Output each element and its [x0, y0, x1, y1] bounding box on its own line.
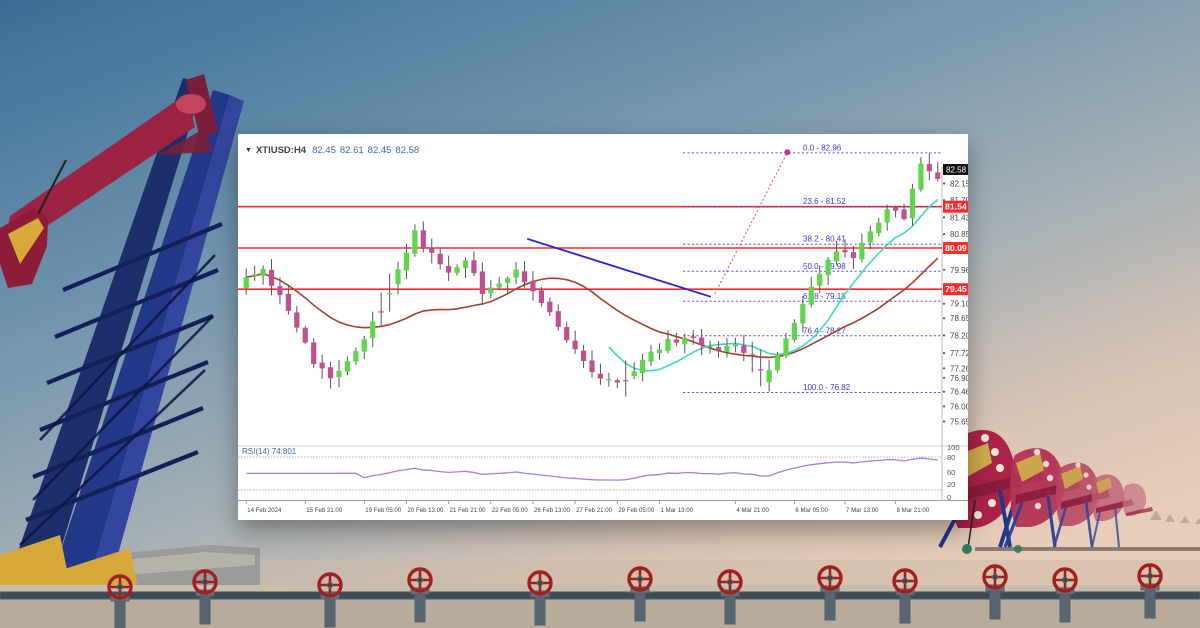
svg-text:60: 60	[947, 468, 955, 477]
svg-text:6 Mar 05:00: 6 Mar 05:00	[795, 507, 828, 514]
svg-text:20 Feb 13:00: 20 Feb 13:00	[408, 507, 445, 514]
svg-text:80.85: 80.85	[950, 230, 968, 239]
svg-text:82.58: 82.58	[946, 166, 967, 175]
svg-text:15 Feb 21:00: 15 Feb 21:00	[306, 507, 343, 514]
svg-text:27 Feb 21:00: 27 Feb 21:00	[576, 507, 613, 514]
svg-text:80.09: 80.09	[945, 243, 967, 253]
svg-text:0: 0	[947, 493, 951, 502]
svg-text:76.00: 76.00	[950, 402, 968, 411]
svg-text:77.26: 77.26	[950, 364, 968, 373]
svg-text:76.46: 76.46	[950, 388, 968, 397]
svg-text:79.45: 79.45	[945, 284, 967, 294]
svg-text:100: 100	[947, 443, 960, 452]
svg-text:22 Feb 05:00: 22 Feb 05:00	[492, 507, 529, 514]
svg-text:75.65: 75.65	[950, 417, 968, 426]
svg-text:21 Feb 21:00: 21 Feb 21:00	[450, 507, 487, 514]
svg-text:38.2 - 80.41: 38.2 - 80.41	[803, 235, 846, 244]
svg-text:78.65: 78.65	[950, 314, 968, 323]
svg-text:26 Feb 13:00: 26 Feb 13:00	[534, 507, 571, 514]
svg-text:81.54: 81.54	[945, 202, 967, 212]
svg-text:14 Feb 2024: 14 Feb 2024	[247, 507, 282, 514]
svg-text:50.0 - 79.98: 50.0 - 79.98	[803, 262, 846, 271]
svg-text:76.90: 76.90	[950, 374, 968, 383]
svg-text:82.15: 82.15	[950, 179, 968, 188]
svg-text:76.4 - 78.27: 76.4 - 78.27	[803, 326, 846, 335]
svg-text:19 Feb 05:00: 19 Feb 05:00	[365, 507, 402, 514]
svg-text:29 Feb 05:00: 29 Feb 05:00	[618, 507, 655, 514]
svg-text:80: 80	[947, 453, 955, 462]
svg-text:100.0 - 76.82: 100.0 - 76.82	[803, 383, 851, 392]
svg-text:RSI(14) 74.801: RSI(14) 74.801	[242, 447, 297, 456]
svg-text:81.43: 81.43	[950, 213, 968, 222]
svg-text:79.10: 79.10	[950, 300, 968, 309]
svg-text:1 Mar 13:00: 1 Mar 13:00	[661, 507, 694, 514]
svg-text:79.96: 79.96	[950, 266, 968, 275]
svg-text:23.6 - 81.52: 23.6 - 81.52	[803, 197, 846, 206]
svg-text:20: 20	[947, 480, 955, 489]
svg-text:8 Mar 21:00: 8 Mar 21:00	[897, 507, 930, 514]
svg-text:78.20: 78.20	[950, 331, 968, 340]
svg-text:7 Mar 13:00: 7 Mar 13:00	[846, 507, 879, 514]
svg-text:77.72: 77.72	[950, 349, 968, 358]
svg-text:4 Mar 21:00: 4 Mar 21:00	[736, 507, 769, 514]
svg-text:0.0 - 82.96: 0.0 - 82.96	[803, 143, 842, 152]
